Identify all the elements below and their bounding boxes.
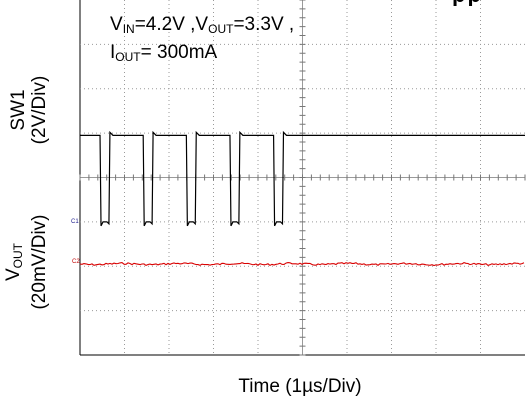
x-axis-label: Time (1µs/Div) <box>238 376 362 397</box>
sw1-trace <box>80 130 525 227</box>
y-label-vout-name: VOUT <box>3 242 25 282</box>
y-label-sw1-name: SW1 <box>8 89 29 131</box>
y-label-vout: VOUT (20mV/Div) <box>3 187 50 337</box>
annotation-iout: IOUT= 300mA <box>110 42 218 64</box>
sw1-marker: C1 <box>71 219 79 225</box>
y-label-sw1-scale: (2V/Div) <box>29 75 50 145</box>
title-fragment: pp <box>452 0 522 6</box>
y-label-sw1: SW1 (2V/Div) <box>8 50 52 170</box>
y-label-vout-scale: (20mV/Div) <box>29 214 50 310</box>
annotation-vin-vout: VIN=4.2V ,VOUT=3.3V , <box>110 14 295 36</box>
vout-marker: C2 <box>72 259 80 265</box>
vout-trace <box>79 261 525 267</box>
